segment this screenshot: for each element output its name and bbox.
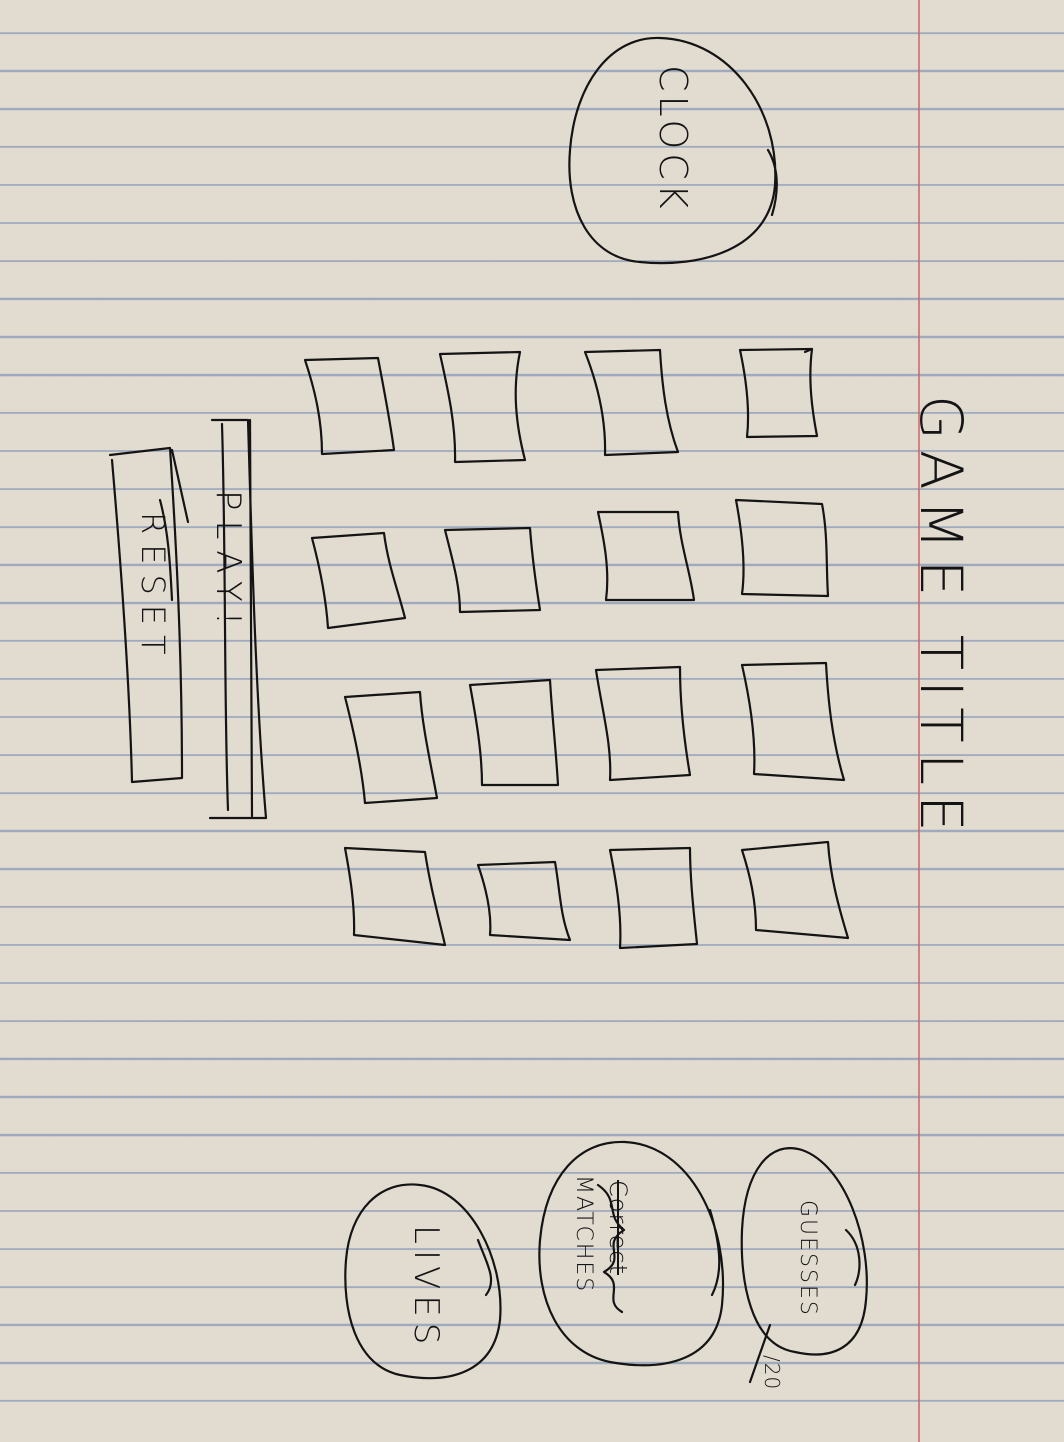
scribble-crossout [596,1183,626,1314]
card-2[interactable] [734,498,830,598]
matches-circle [538,1140,725,1367]
matches-label: MATCHES [571,1175,596,1294]
reset-button[interactable] [108,446,190,784]
guesses-label: GUESSES [795,1200,820,1317]
play-button[interactable] [208,418,268,820]
card-11[interactable] [468,678,560,787]
card-6[interactable] [596,510,696,602]
guesses-slash [748,1323,772,1384]
card-15[interactable] [343,690,439,805]
card-grid [303,347,850,950]
card-5[interactable] [583,348,680,457]
game-title: GAME TITLE [907,395,975,842]
reset-button-label: RESET [134,512,172,665]
card-1[interactable] [738,347,819,439]
guesses-total: /20 [760,1355,784,1391]
card-8[interactable] [608,846,699,950]
card-16[interactable] [343,846,447,947]
margin-line [918,0,920,1442]
card-14[interactable] [310,531,407,630]
card-13[interactable] [303,356,396,456]
card-4[interactable] [740,840,850,940]
lives-label: LIVES [406,1225,446,1351]
clock-label: CLOCK [651,65,695,213]
card-10[interactable] [443,526,542,614]
card-3[interactable] [740,661,846,782]
clock-circle [568,36,778,265]
play-button-label: PLAY! [208,490,248,636]
card-9[interactable] [438,350,527,464]
guesses-circle [740,1147,868,1356]
card-12[interactable] [476,860,572,942]
matches-crossed-out-word: Correct [604,1180,632,1276]
lives-circle [344,1183,502,1380]
card-7[interactable] [594,665,692,782]
